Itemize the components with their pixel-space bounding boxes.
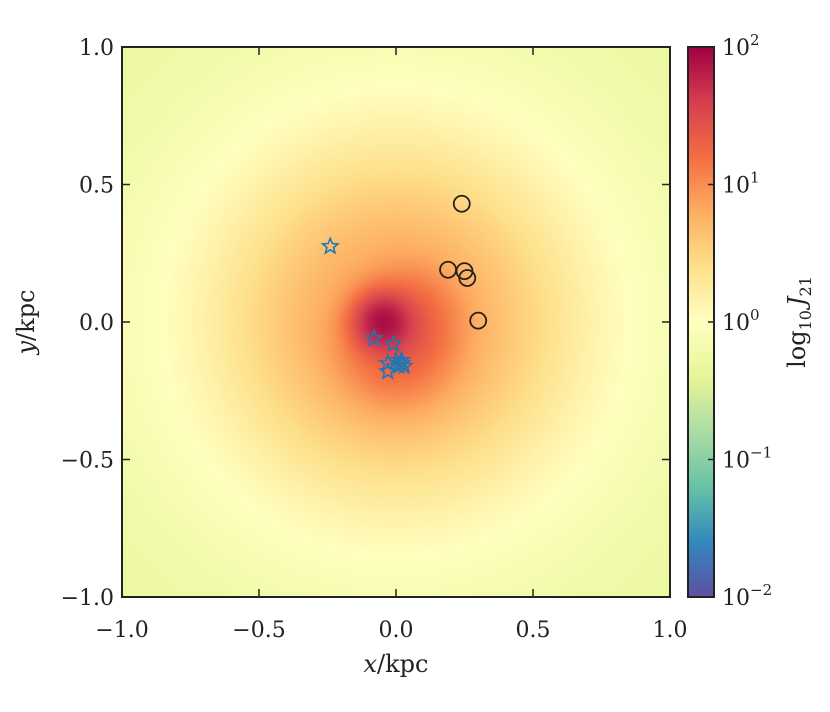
x-tick-label: −1.0	[95, 618, 148, 643]
x-tick-label: 0.5	[516, 618, 551, 643]
y-axis-ticks: −1.0 −0.5 0.0 0.5 1.0	[61, 36, 670, 611]
colorbar-tick-label: 10−2	[722, 581, 772, 611]
x-tick-label: 0.0	[379, 618, 414, 643]
colorbar-ticks: 10−2 10−1 100 101 102	[708, 31, 772, 611]
x-tick-label: −0.5	[232, 618, 285, 643]
x-axis-ticks: −1.0 −0.5 0.0 0.5 1.0	[95, 47, 688, 643]
colorbar	[687, 46, 715, 598]
y-tick-label: 0.0	[79, 311, 114, 336]
star-marker	[320, 236, 340, 255]
heatmap-area	[122, 47, 670, 597]
colorbar-label: log10J21	[783, 276, 815, 368]
star-marker	[391, 353, 412, 372]
circle-marker	[469, 311, 488, 330]
colorbar-tick-label: 101	[722, 169, 760, 199]
marker-layer	[320, 194, 488, 380]
y-tick-label: 1.0	[79, 36, 114, 61]
circle-marker	[452, 194, 471, 213]
star-marker	[389, 355, 409, 375]
star-marker	[378, 361, 398, 380]
x-axis-label: x/kpc	[364, 650, 429, 678]
x-tick-label: 1.0	[653, 618, 688, 643]
y-tick-label: −1.0	[61, 586, 114, 611]
star-marker	[394, 355, 414, 375]
heatmap-image	[122, 47, 670, 597]
star-marker	[364, 328, 384, 347]
colorbar-tick-label: 10−1	[722, 444, 772, 474]
star-marker	[383, 333, 403, 353]
circle-marker	[458, 269, 477, 287]
y-tick-label: −0.5	[61, 449, 114, 474]
colorbar-tick-label: 100	[722, 306, 760, 336]
colorbar-tick-label: 102	[722, 31, 760, 61]
y-tick-label: 0.5	[79, 174, 114, 199]
y-axis-label: y/kpc	[12, 290, 40, 356]
